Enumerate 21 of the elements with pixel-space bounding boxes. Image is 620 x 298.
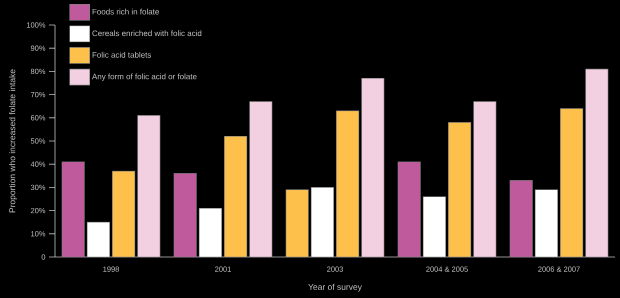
bar (62, 162, 85, 258)
bar (473, 101, 496, 258)
bar (137, 115, 160, 258)
bar (361, 78, 384, 258)
bar (249, 101, 272, 258)
y-axis-title: Proportion who increased folate intake (9, 69, 17, 212)
bar (510, 180, 533, 258)
bar (336, 110, 360, 258)
bar (224, 136, 248, 258)
bar (422, 196, 446, 258)
bar (198, 208, 222, 258)
bar (174, 173, 197, 258)
bar (310, 187, 334, 258)
bar (560, 108, 584, 258)
bar (112, 170, 136, 258)
bar (86, 222, 110, 258)
bar (398, 162, 421, 258)
x-axis-title: Year of survey (308, 284, 362, 292)
bar (448, 122, 472, 258)
bar (534, 189, 558, 258)
bar (585, 68, 608, 258)
